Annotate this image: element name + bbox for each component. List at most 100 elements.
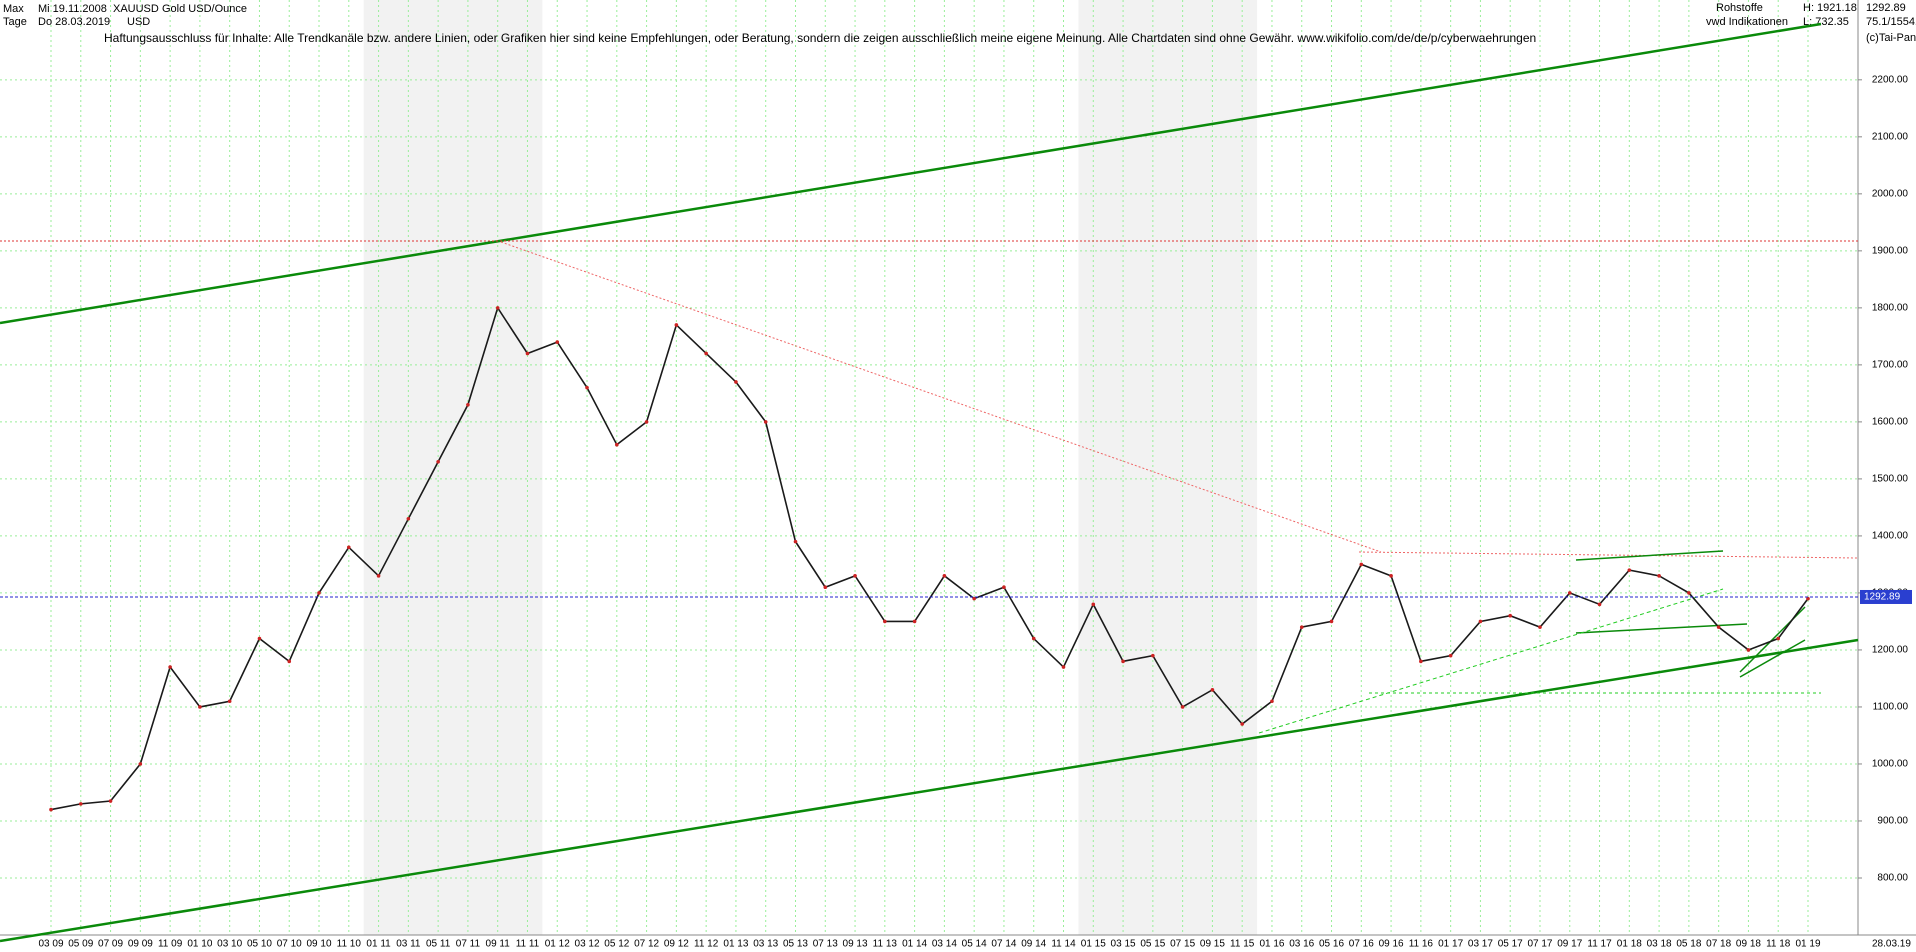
price-line — [50, 305, 1809, 811]
x-tick-label: 07 11 — [456, 939, 481, 950]
price-point — [1121, 659, 1125, 664]
y-tick-label: 1100.00 — [1873, 702, 1909, 713]
price-point — [1687, 591, 1691, 595]
x-tick-label: 05 15 — [1140, 939, 1165, 950]
price-point — [793, 539, 798, 544]
price-point — [1448, 653, 1453, 658]
x-tick-label: 07 13 — [813, 939, 838, 950]
price-point — [108, 799, 113, 803]
x-tick-label: 07 16 — [1349, 939, 1374, 950]
x-tick-label: 03 09 — [38, 939, 63, 950]
x-tick-label: 07 17 — [1527, 939, 1552, 950]
price-point — [704, 351, 708, 356]
price-point — [823, 585, 828, 590]
y-tick-label: 1400.00 — [1872, 531, 1909, 542]
y-tick-label: 2000.00 — [1872, 188, 1909, 199]
price-point — [853, 574, 857, 578]
price-point — [912, 619, 917, 624]
x-tick-label: 05 18 — [1676, 939, 1701, 950]
ratio: 75.1/1554.5 — [1866, 16, 1916, 28]
price-point — [1538, 625, 1542, 629]
x-tick-label: 01 15 — [1081, 939, 1106, 950]
price-point — [198, 705, 202, 709]
y-tick-label: 1700.00 — [1872, 360, 1909, 371]
last-price: 1292.89 — [1866, 2, 1906, 14]
x-tick-label: 11 09 — [158, 939, 183, 950]
price-point — [1389, 574, 1393, 578]
x-tick-label: 11 12 — [694, 939, 719, 950]
price-point — [1299, 625, 1304, 629]
price-point — [763, 420, 768, 424]
price-point — [942, 574, 947, 578]
x-tick-label: 03 14 — [932, 939, 957, 950]
price-point — [585, 385, 589, 390]
x-tick-label: 11 15 — [1230, 939, 1255, 950]
y-tick-label: 900.00 — [1877, 816, 1908, 827]
price-point — [1478, 619, 1483, 624]
x-tick-label: 01 14 — [902, 939, 927, 950]
top-line — [1575, 550, 1724, 561]
x-tick-label: 05 16 — [1319, 939, 1344, 950]
price-point — [1597, 602, 1602, 607]
price-point — [555, 340, 560, 344]
end-date: Do 28.03.2019 — [38, 16, 110, 28]
price-point — [436, 459, 440, 464]
x-tick-label: 09 16 — [1379, 939, 1404, 950]
x-tick-label: 03 18 — [1647, 939, 1672, 950]
price-point — [1210, 688, 1215, 692]
x-tick-label: 03 13 — [753, 939, 778, 950]
price-point — [1091, 602, 1096, 607]
price-point — [317, 591, 321, 595]
y-tick-label: 1600.00 — [1872, 417, 1909, 428]
support-trend — [1258, 588, 1724, 734]
start-date: Mi 19.11.2008 — [38, 3, 107, 15]
price-point — [78, 802, 83, 806]
high: H: 1921.18 — [1803, 2, 1857, 14]
y-tick-label: 2200.00 — [1872, 74, 1909, 85]
x-tick-label: 03 16 — [1289, 939, 1314, 950]
x-tick-label: 01 13 — [723, 939, 748, 950]
currency: USD — [127, 16, 150, 28]
x-tick-label: 11 16 — [1409, 939, 1434, 950]
x-tick-label: 05 10 — [247, 939, 272, 950]
year-band — [363, 0, 543, 935]
price-point — [495, 306, 500, 310]
x-tick-label: 09 12 — [664, 939, 689, 950]
group: Rohstoffe — [1716, 2, 1763, 14]
price-point — [346, 545, 351, 550]
price-point — [883, 619, 887, 624]
x-tick-label: 07 12 — [634, 939, 659, 950]
price-point — [615, 442, 619, 447]
background — [0, 0, 1858, 935]
resistance — [1358, 551, 1859, 559]
y-tick-label: 1200.00 — [1872, 645, 1909, 656]
price-point — [1329, 619, 1334, 624]
x-tick-label: 05 13 — [783, 939, 808, 950]
price-point — [138, 762, 143, 766]
x-tick-label: 09 09 — [128, 939, 153, 950]
x-tick-label: 01 11 — [366, 939, 391, 950]
x-tick-label: 11 13 — [873, 939, 898, 950]
x-tick-label: 05 11 — [426, 939, 451, 950]
price-point — [1240, 722, 1244, 726]
price-point — [1776, 636, 1781, 641]
x-tick-label: 03 17 — [1468, 939, 1493, 950]
price-point — [1806, 596, 1810, 601]
price-point — [257, 636, 262, 641]
price-point — [1061, 665, 1066, 669]
year-band — [1078, 0, 1258, 935]
y-tick-label: 2100.00 — [1872, 131, 1909, 142]
x-tick-label: 03 12 — [575, 939, 600, 950]
x-tick-label: 07 14 — [991, 939, 1016, 950]
instrument: Gold USD/Ounce — [162, 3, 247, 15]
x-tick-label: 03 11 — [396, 939, 421, 950]
range: Max — [3, 3, 24, 15]
x-tick-label: 01 16 — [1259, 939, 1284, 950]
x-tick-label: 09 15 — [1200, 939, 1225, 950]
price-point — [1270, 699, 1274, 704]
x-tick-label: 11 11 — [516, 939, 540, 950]
last-price-label: 1292.89 — [1864, 592, 1901, 603]
price-point — [525, 351, 530, 356]
y-tick-label: 1800.00 — [1872, 303, 1909, 314]
x-tick-label: 09 13 — [843, 939, 868, 950]
